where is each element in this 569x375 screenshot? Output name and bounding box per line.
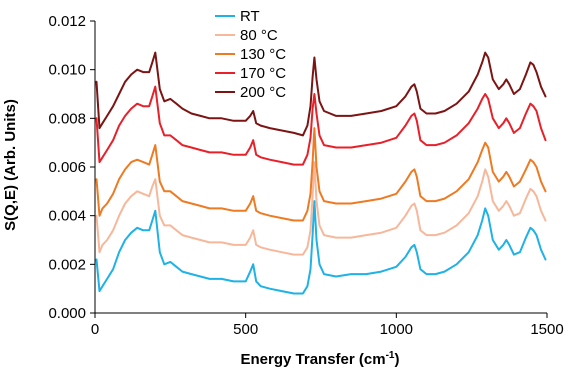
y-tick-label: 0.008	[48, 110, 86, 127]
series-line-0	[95, 200, 547, 295]
legend-label: 170 °C	[240, 65, 286, 82]
legend: RT 80 °C 130 °C 170 °C 200 °C	[215, 8, 286, 101]
legend-label: RT	[240, 8, 260, 25]
legend-label: 200 °C	[240, 84, 286, 101]
legend-label: 130 °C	[240, 46, 286, 63]
y-tick-label: 0.010	[48, 62, 86, 79]
x-axis-title-superscript: -1	[386, 350, 395, 361]
x-tick-label: 0	[91, 321, 99, 338]
series-line-3	[95, 85, 547, 166]
y-tick-label: 0.012	[48, 13, 86, 30]
x-axis-title-main: Energy Transfer (cm	[241, 351, 386, 368]
y-axis-title: S(Q,E) (Arb. Units)	[2, 99, 19, 231]
y-tick-label: 0.000	[48, 305, 86, 322]
x-tick-label: 500	[233, 321, 258, 338]
y-tick-label: 0.006	[48, 159, 86, 176]
x-tick-label: 1500	[530, 321, 563, 338]
x-tick-label: 1000	[380, 321, 413, 338]
y-tick-label: 0.002	[48, 256, 86, 273]
series-line-1	[95, 161, 547, 256]
y-tick-label: 0.004	[48, 208, 86, 225]
series-line-2	[95, 127, 547, 222]
x-axis-title-end: )	[394, 351, 399, 368]
series-layer	[95, 51, 547, 295]
ticks-layer: 0.000 0.002 0.004 0.006 0.008 0.010 0.012 0 500 1…	[48, 13, 563, 338]
series-line-4	[95, 51, 547, 137]
x-axis-title: Energy Transfer (cm-1)	[241, 350, 400, 368]
legend-label: 80 °C	[240, 27, 278, 44]
